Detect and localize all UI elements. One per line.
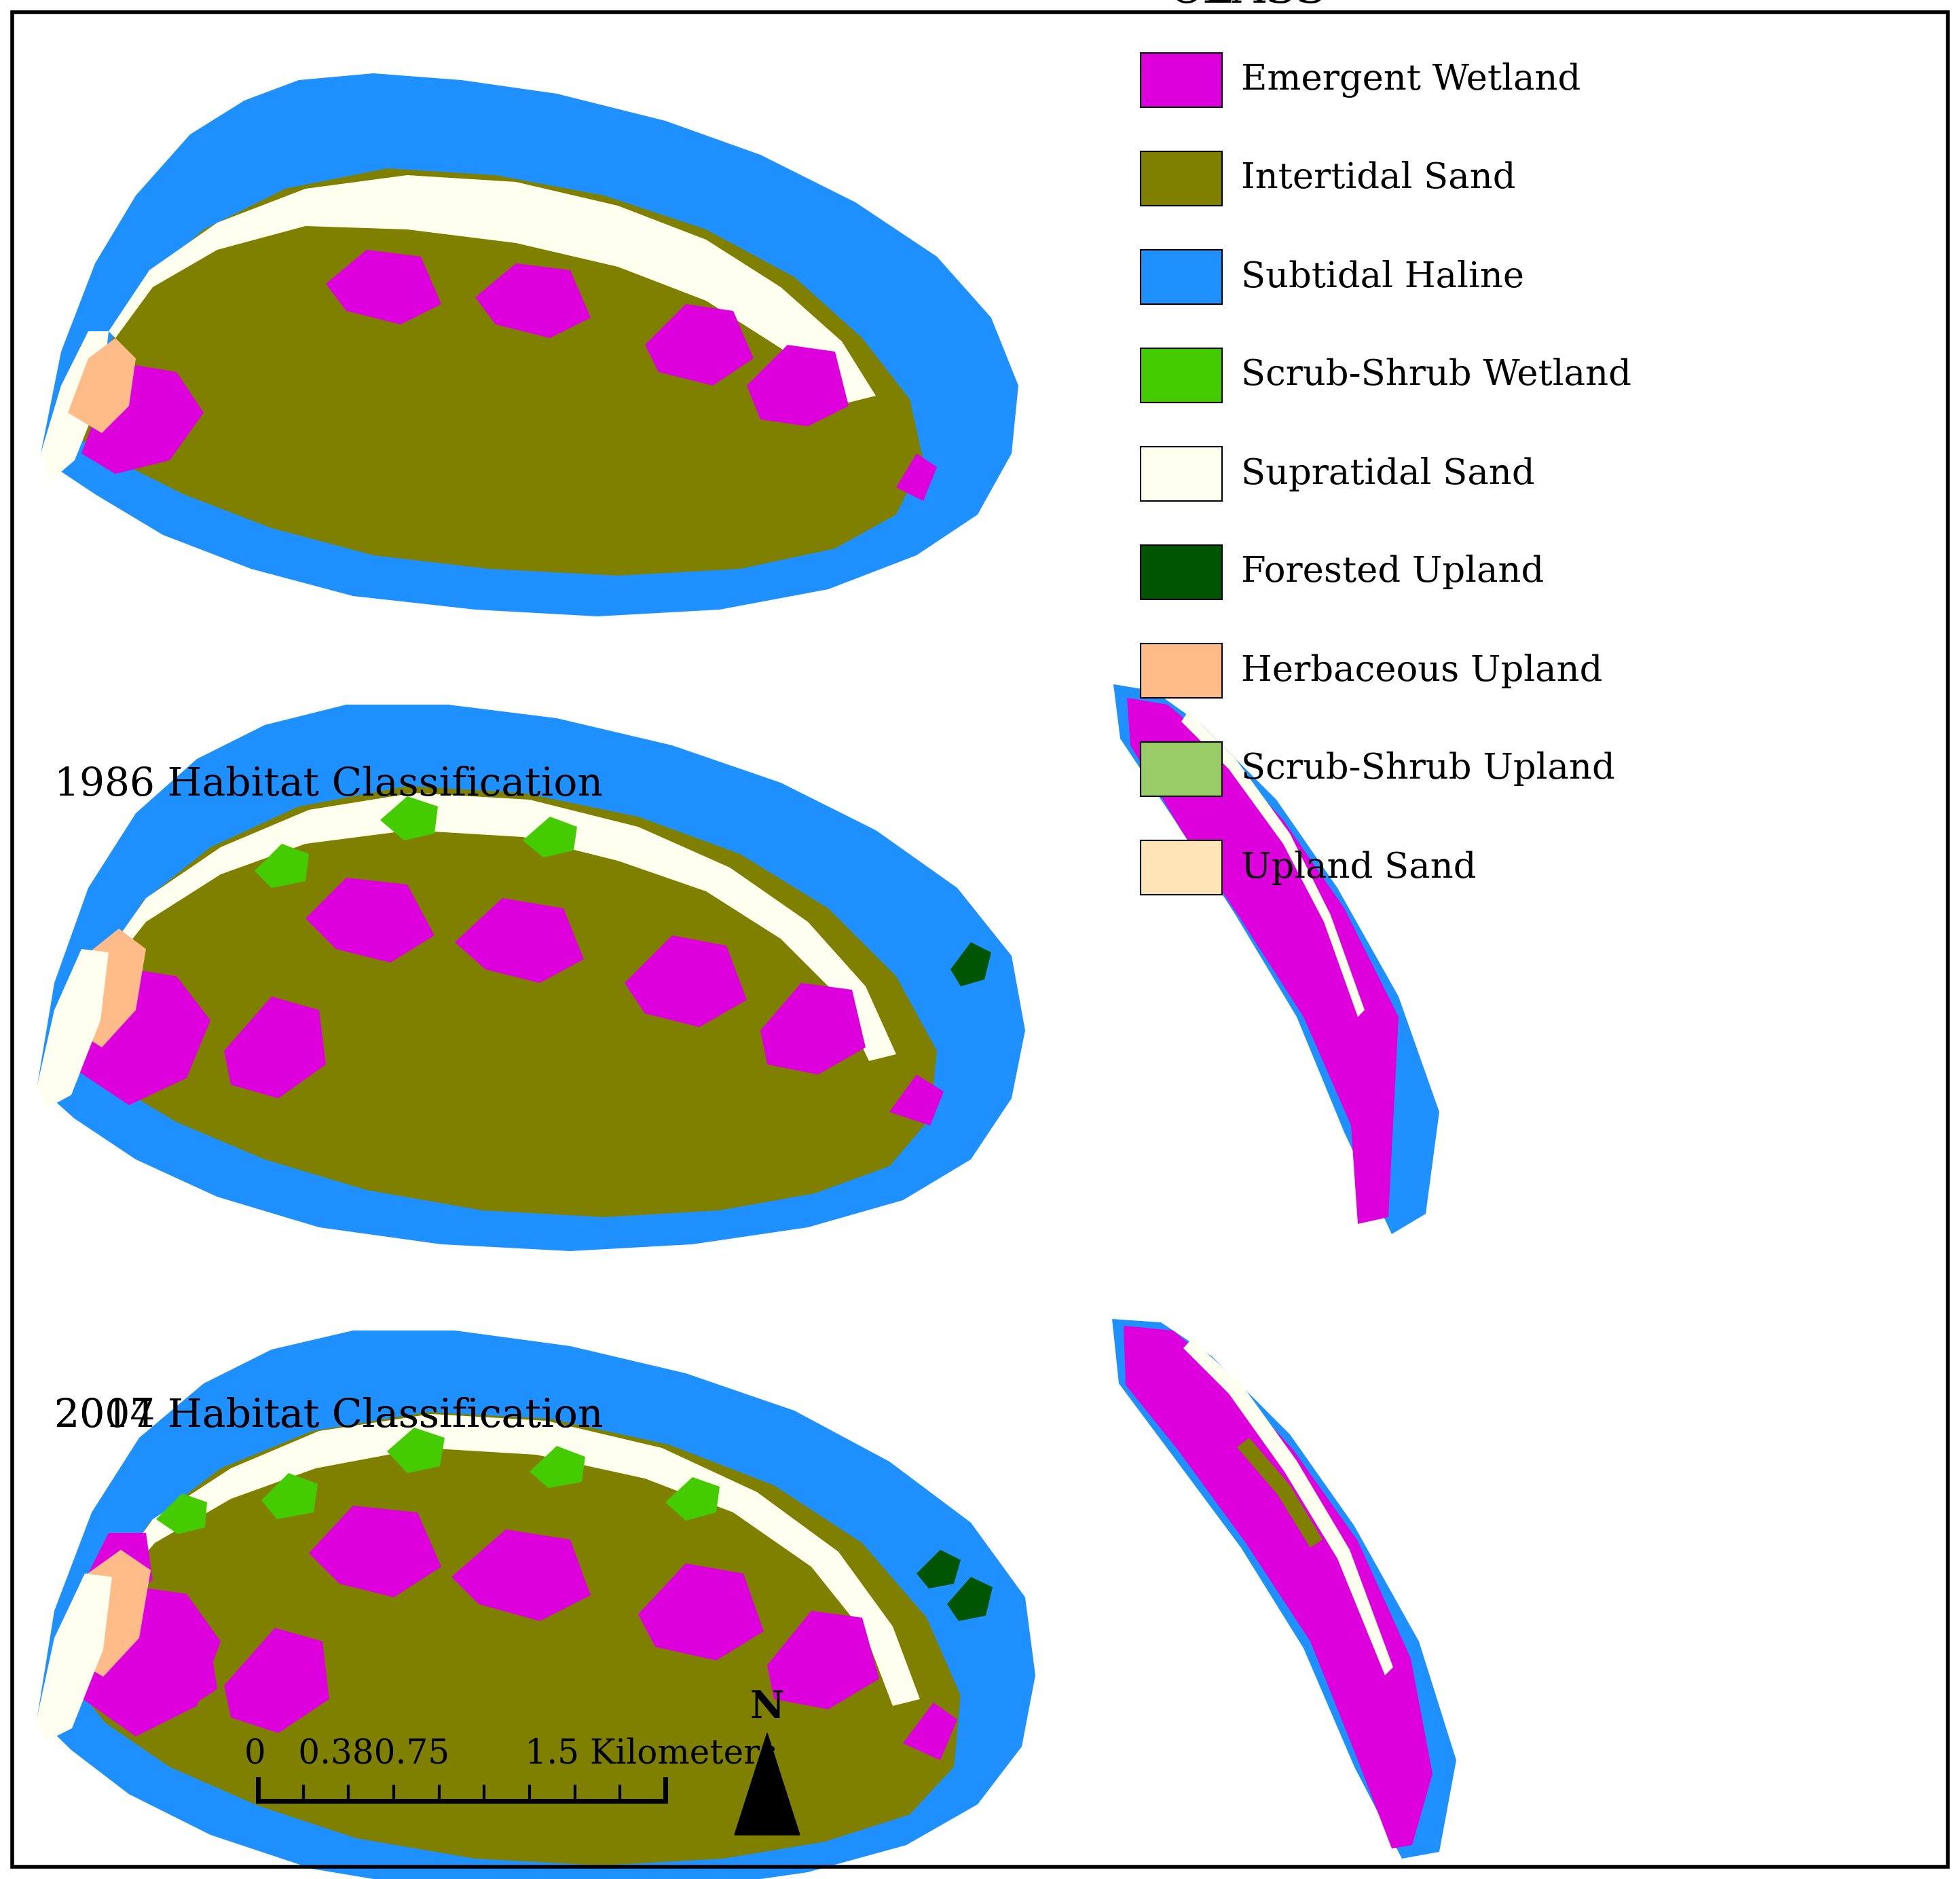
Text: N: N [751,1689,784,1727]
Text: 0   0.380.75       1.5 Kilometers: 0 0.380.75 1.5 Kilometers [245,1736,778,1770]
Polygon shape [760,983,866,1075]
Polygon shape [41,331,108,481]
Bar [1141,840,1221,894]
Polygon shape [61,1550,151,1676]
Polygon shape [325,250,441,325]
Text: CLASS: CLASS [1168,0,1327,13]
Polygon shape [41,73,1019,616]
Polygon shape [896,453,937,502]
Polygon shape [82,365,204,474]
Polygon shape [639,1563,764,1661]
Polygon shape [157,1494,208,1533]
Polygon shape [65,928,145,1047]
Text: Forested Upland: Forested Upland [1241,554,1544,590]
Bar [1141,250,1221,304]
Text: Emergent Wetland: Emergent Wetland [1241,62,1580,98]
Bar [1141,152,1221,205]
Polygon shape [451,1530,590,1622]
Polygon shape [78,785,937,1218]
Text: 1986 Habitat Classification: 1986 Habitat Classification [55,767,604,804]
Text: 2004 Habitat Classification: 2004 Habitat Classification [55,1396,604,1436]
Text: Subtidal Haline: Subtidal Haline [1241,259,1525,295]
Bar [1141,643,1221,697]
Polygon shape [223,996,325,1099]
Polygon shape [551,1702,747,1811]
Polygon shape [529,1447,586,1488]
Text: Upland Sand: Upland Sand [1241,849,1476,885]
Polygon shape [82,169,923,575]
Text: Scrub-Shrub Upland: Scrub-Shrub Upland [1241,752,1615,787]
Bar [1141,348,1221,402]
Polygon shape [951,941,992,986]
Polygon shape [255,844,310,889]
Polygon shape [1184,1340,1394,1676]
Polygon shape [947,1576,992,1622]
Text: Intertidal Sand: Intertidal Sand [1241,162,1515,195]
Polygon shape [37,1573,112,1742]
Polygon shape [78,1588,221,1736]
Text: 2017 Habitat Classification: 2017 Habitat Classification [55,1396,604,1436]
Polygon shape [625,936,747,1028]
Polygon shape [1237,1437,1323,1548]
Polygon shape [455,898,584,983]
Polygon shape [37,949,108,1109]
Polygon shape [386,1428,445,1473]
Polygon shape [904,1702,956,1761]
Polygon shape [747,346,849,427]
Polygon shape [1111,1319,1456,1858]
Polygon shape [106,793,896,1062]
Polygon shape [474,263,590,338]
Bar [1141,53,1221,107]
Polygon shape [108,1415,919,1706]
Polygon shape [917,1550,960,1588]
Polygon shape [1113,684,1439,1235]
Polygon shape [135,1638,218,1716]
Polygon shape [645,304,753,385]
Polygon shape [37,1330,1035,1879]
Polygon shape [78,1411,960,1866]
Polygon shape [78,970,210,1105]
Polygon shape [306,877,435,962]
Bar [1141,742,1221,797]
Text: Herbaceous Upland: Herbaceous Upland [1241,654,1603,688]
Bar [1141,545,1221,599]
Polygon shape [1182,712,1364,1017]
Text: Supratidal Sand: Supratidal Sand [1241,457,1535,490]
Polygon shape [890,1075,943,1126]
Polygon shape [523,817,576,857]
Bar [1141,447,1221,502]
Polygon shape [664,1477,719,1520]
Polygon shape [82,1533,153,1601]
Polygon shape [223,1627,329,1732]
Polygon shape [1127,697,1399,1223]
Text: Scrub-Shrub Wetland: Scrub-Shrub Wetland [1241,359,1631,393]
Polygon shape [735,1732,800,1836]
Polygon shape [1123,1327,1433,1849]
Polygon shape [69,338,135,432]
Polygon shape [310,1505,441,1597]
Polygon shape [557,440,733,536]
Polygon shape [766,1610,880,1710]
Polygon shape [261,1473,318,1520]
Polygon shape [37,705,1025,1251]
Polygon shape [543,1079,741,1182]
Polygon shape [380,797,437,840]
Polygon shape [108,175,876,402]
